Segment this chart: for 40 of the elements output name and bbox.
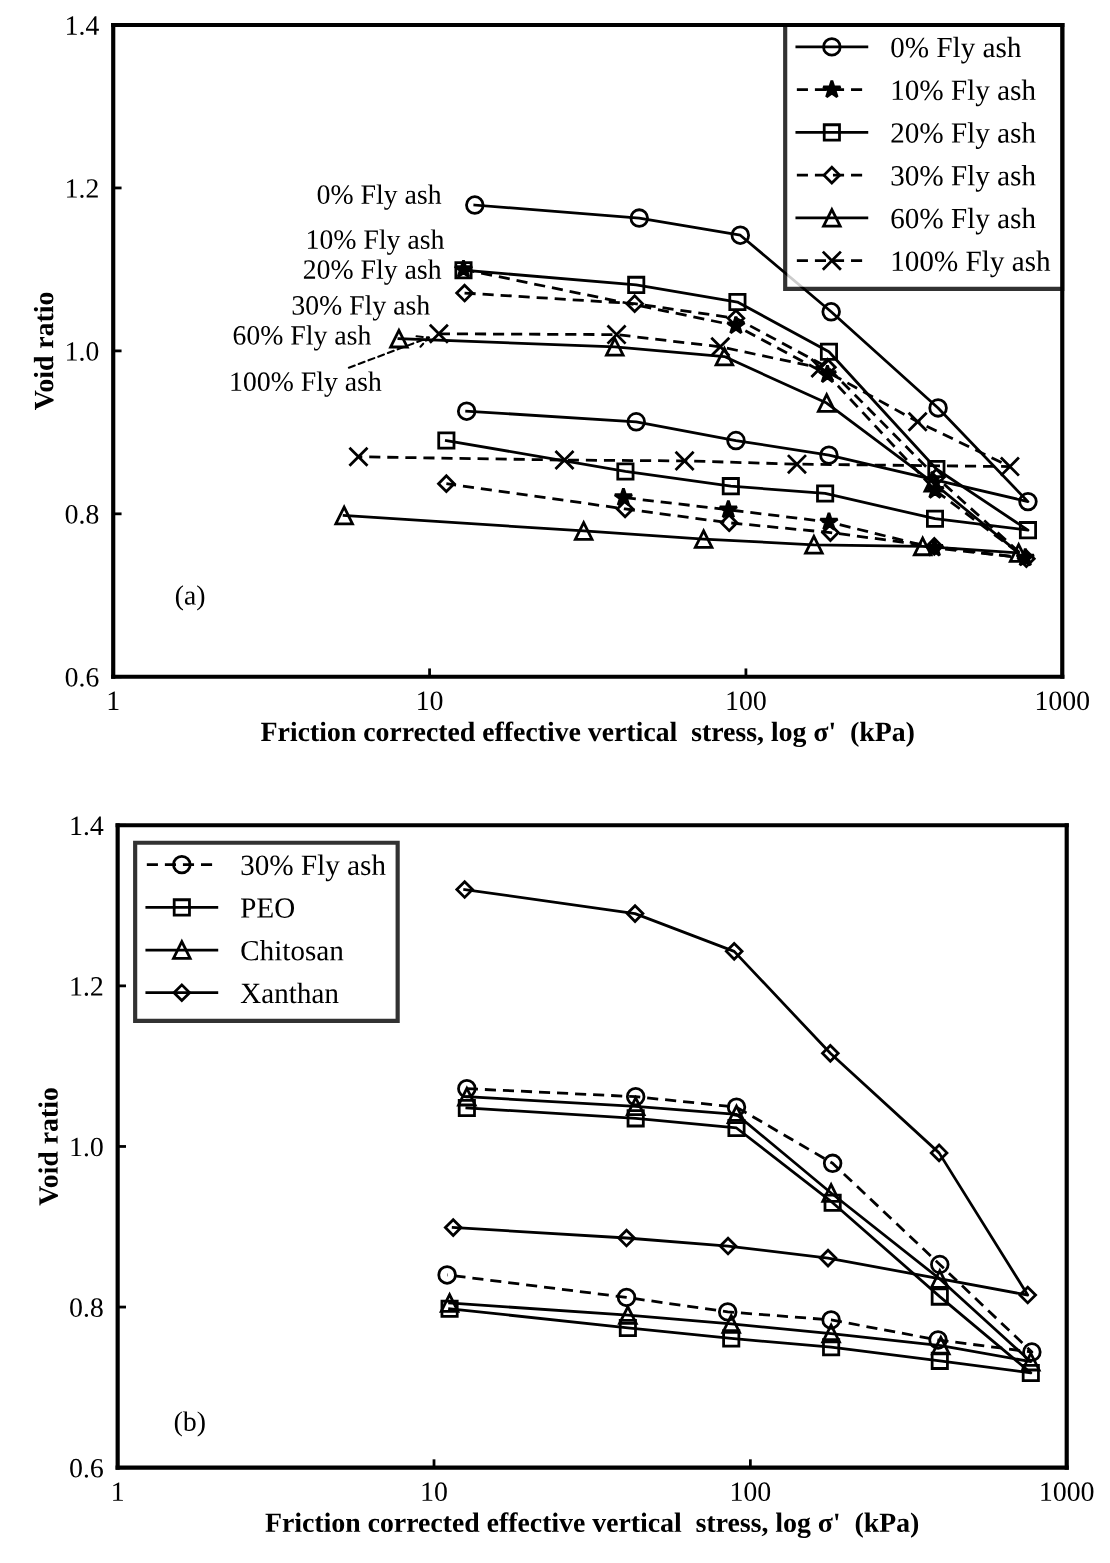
- annotation: 100% Fly ash: [231, 371, 382, 397]
- legend-label: PEO: [241, 898, 295, 918]
- y-tick-label: 1.0: [67, 342, 99, 361]
- legend-label: 10% Fly ash: [892, 79, 1036, 107]
- x-tick-label: 10: [422, 1482, 447, 1502]
- y-tick-label: 1.2: [71, 977, 103, 996]
- y-tick-label: 1.4: [71, 816, 104, 836]
- annotation: (b): [174, 1411, 205, 1437]
- annotation: 10% Fly ash: [307, 229, 445, 255]
- y-tick-label: 0.8: [65, 505, 99, 524]
- annotation: 60% Fly ash: [233, 325, 371, 351]
- y-tick-label: 0.6: [70, 1458, 103, 1478]
- legend-label: 0% Fly ash: [891, 36, 1022, 64]
- legend-label: 20% Fly ash: [891, 122, 1036, 149]
- x-tick-label: 10: [418, 691, 443, 711]
- legend-label: 30% Fly ash: [891, 165, 1036, 192]
- y-tick-label: 1.4: [67, 16, 99, 36]
- legend-label: 100% Fly ash: [892, 250, 1051, 278]
- y-tick-label: 1.2: [67, 179, 98, 198]
- x-axis-title: Friction corrected effective vertical stress, log σ' (kPa): [261, 721, 914, 748]
- annotation: 30% Fly ash: [292, 295, 430, 321]
- y-tick-label: 0.8: [70, 1298, 103, 1318]
- legend-label: 30% Fly ash: [241, 854, 386, 882]
- legend-label: 60% Fly ash: [891, 207, 1036, 235]
- annotation: 20% Fly ash: [303, 259, 442, 285]
- annotation: 0% Fly ash: [317, 184, 442, 210]
- x-tick-label: 1: [113, 1482, 123, 1501]
- y-tick-label: 0.6: [65, 667, 99, 687]
- legend-label: Chitosan: [241, 940, 344, 961]
- y-tick-label: 1.0: [71, 1137, 103, 1157]
- y-axis-title: Void ratio: [38, 1088, 58, 1206]
- x-tick-label: 1: [108, 691, 119, 710]
- x-tick-label: 100: [731, 1482, 771, 1502]
- annotation: (a): [175, 585, 205, 611]
- x-axis-title: Friction corrected effective vertical stress, log σ' (kPa): [265, 1512, 919, 1538]
- x-tick-label: 100: [727, 691, 766, 711]
- x-tick-label: 1000: [1036, 691, 1089, 711]
- y-axis-title: Void ratio: [33, 292, 54, 410]
- legend-label: Xanthan: [240, 982, 339, 1004]
- x-tick-label: 1000: [1041, 1482, 1094, 1502]
